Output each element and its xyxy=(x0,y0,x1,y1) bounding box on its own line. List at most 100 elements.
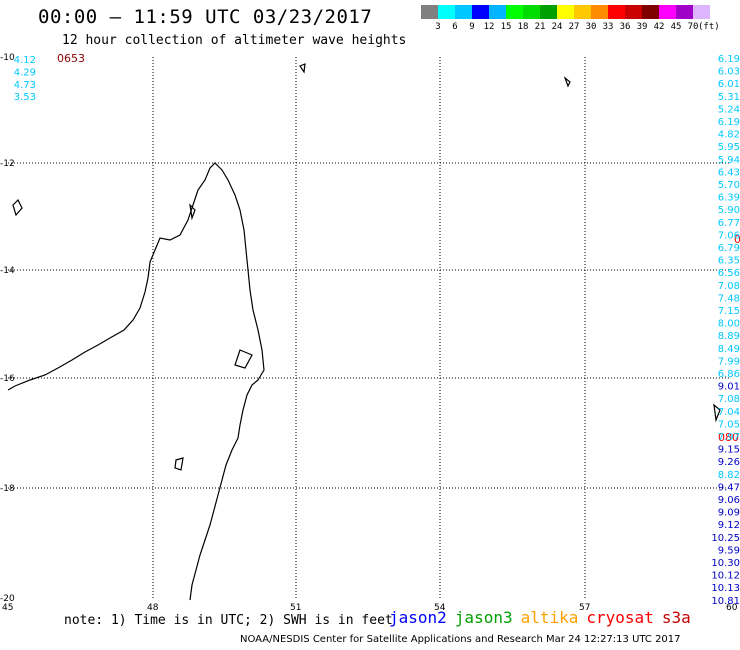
wave-height-value: 10.13 xyxy=(711,583,740,594)
island-small-1 xyxy=(299,63,306,74)
wave-height-value: 9.01 xyxy=(718,382,740,393)
footer-note: note: 1) Time is in UTC; 2) SWH is in fe… xyxy=(64,613,393,628)
wave-height-value: 9.06 xyxy=(718,495,740,506)
lon-labels: 45 48 51 54 57 60 xyxy=(2,603,738,613)
wave-height-value: 10.12 xyxy=(711,571,740,582)
legend-cryosat: cryosat xyxy=(586,608,654,627)
scale-label: 36 xyxy=(619,22,631,32)
wave-height-value: 9.47 xyxy=(718,482,740,493)
wave-height-value: 9.09 xyxy=(718,508,740,519)
scale-swatch xyxy=(574,5,591,19)
lat-label: -12 xyxy=(0,159,15,169)
scale-label: 9 xyxy=(469,22,475,32)
coastline xyxy=(7,63,721,601)
lon-label: 60 xyxy=(726,603,738,613)
wave-height-value: 7.99 xyxy=(718,356,740,367)
wave-height-value: 4.12 xyxy=(14,55,36,66)
wave-height-value: 7.97 xyxy=(718,432,740,443)
map-title: 00:00 – 11:59 UTC 03/23/2017 xyxy=(38,6,373,28)
wave-height-value: 8.00 xyxy=(718,319,740,330)
wave-height-value: 8.49 xyxy=(718,344,740,355)
wave-height-value: 6.35 xyxy=(718,256,740,267)
lon-label: 48 xyxy=(147,603,159,613)
wave-height-value: 9.15 xyxy=(718,445,740,456)
wave-height-value: 5.31 xyxy=(718,92,740,103)
island-nosy-be xyxy=(174,457,184,471)
scale-label: 6 xyxy=(452,22,458,32)
wave-height-value: 4.73 xyxy=(14,80,36,91)
scale-swatch xyxy=(540,5,557,19)
scale-label: 70 xyxy=(687,22,699,32)
wave-height-value: 5.90 xyxy=(718,205,740,216)
scale-label: 18 xyxy=(517,22,529,32)
legend-jason2: jason2 xyxy=(389,608,447,627)
wave-height-value: 6.56 xyxy=(718,268,740,279)
scale-label: 12 xyxy=(483,22,495,32)
wave-height-value: 5.94 xyxy=(718,155,740,166)
scale-swatch xyxy=(625,5,642,19)
wave-height-value: 3.53 xyxy=(14,92,36,103)
lon-label: 54 xyxy=(434,603,446,613)
legend-altika: altika xyxy=(520,608,579,627)
wave-height-value: 10.81 xyxy=(711,596,740,607)
legend-s3a: s3a xyxy=(661,608,691,627)
scale-swatch xyxy=(591,5,608,19)
lat-label: -20 xyxy=(0,594,15,604)
scale-label: 21 xyxy=(534,22,546,32)
scale-swatch xyxy=(642,5,659,19)
satellite-legend: jason2 jason3 altika cryosat s3a xyxy=(389,608,699,627)
wave-height-value: 6.19 xyxy=(718,117,740,128)
wave-height-value: 10.30 xyxy=(711,558,740,569)
wave-height-value: 4.82 xyxy=(718,130,740,141)
madagascar-coastline xyxy=(7,162,265,601)
wave-height-value: 6.03 xyxy=(718,67,740,78)
scale-swatch xyxy=(693,5,710,19)
scale-swatch xyxy=(659,5,676,19)
wave-height-value: 9.12 xyxy=(718,520,740,531)
scale-swatch xyxy=(472,5,489,19)
lat-labels: -10 -12 -14 -16 -18 -20 xyxy=(0,53,15,604)
island-small-2 xyxy=(563,76,571,88)
wave-height-value: 5.70 xyxy=(718,180,740,191)
wave-height-value: 8.82 xyxy=(718,470,740,481)
wave-height-track-right: 6.19 6.036.01 5.315.24 6.19 4.825.95 5.946.43… xyxy=(711,54,740,607)
scale-swatch xyxy=(523,5,540,19)
island-tromelin xyxy=(713,403,721,423)
wave-height-value: 10.25 xyxy=(711,533,740,544)
scale-swatch xyxy=(455,5,472,19)
wave-height-value: 6.79 xyxy=(718,243,740,254)
lat-label: -14 xyxy=(0,266,15,276)
wave-height-value: 6.39 xyxy=(718,193,740,204)
wave-height-value: 7.08 xyxy=(718,394,740,405)
wave-height-value: 6.43 xyxy=(718,167,740,178)
wave-height-value: 7.05 xyxy=(718,419,740,430)
wave-height-value: 4.29 xyxy=(14,67,36,78)
scale-swatch xyxy=(421,5,438,19)
scale-swatch xyxy=(506,5,523,19)
scale-unit: (ft) xyxy=(698,22,720,32)
scale-swatch xyxy=(557,5,574,19)
scale-label: 39 xyxy=(636,22,648,32)
scale-label: 15 xyxy=(500,22,512,32)
lat-label: -18 xyxy=(0,484,15,494)
wave-height-value: 6.01 xyxy=(718,79,740,90)
wave-height-value: 7.15 xyxy=(718,306,740,317)
pass-time-label: 0653 xyxy=(57,52,85,65)
legend-jason3: jason3 xyxy=(454,608,513,627)
scale-swatch xyxy=(608,5,625,19)
island-mayotte xyxy=(12,198,23,217)
wave-height-value: 7.48 xyxy=(718,293,740,304)
wave-height-value: 6.86 xyxy=(718,369,740,380)
madagascar-west-inlet xyxy=(234,349,253,369)
scale-label: 27 xyxy=(568,22,580,32)
scale-label: 42 xyxy=(653,22,665,32)
pass-time-label: 080 xyxy=(718,431,739,444)
scale-swatch xyxy=(489,5,506,19)
scale-label: 45 xyxy=(670,22,682,32)
map-subtitle: 12 hour collection of altimeter wave hei… xyxy=(62,33,407,48)
wave-height-value: 6.19 xyxy=(718,54,740,65)
wave-height-value: 7.06 xyxy=(718,230,740,241)
wave-height-value: 9.59 xyxy=(718,545,740,556)
lat-label: -10 xyxy=(0,53,15,63)
